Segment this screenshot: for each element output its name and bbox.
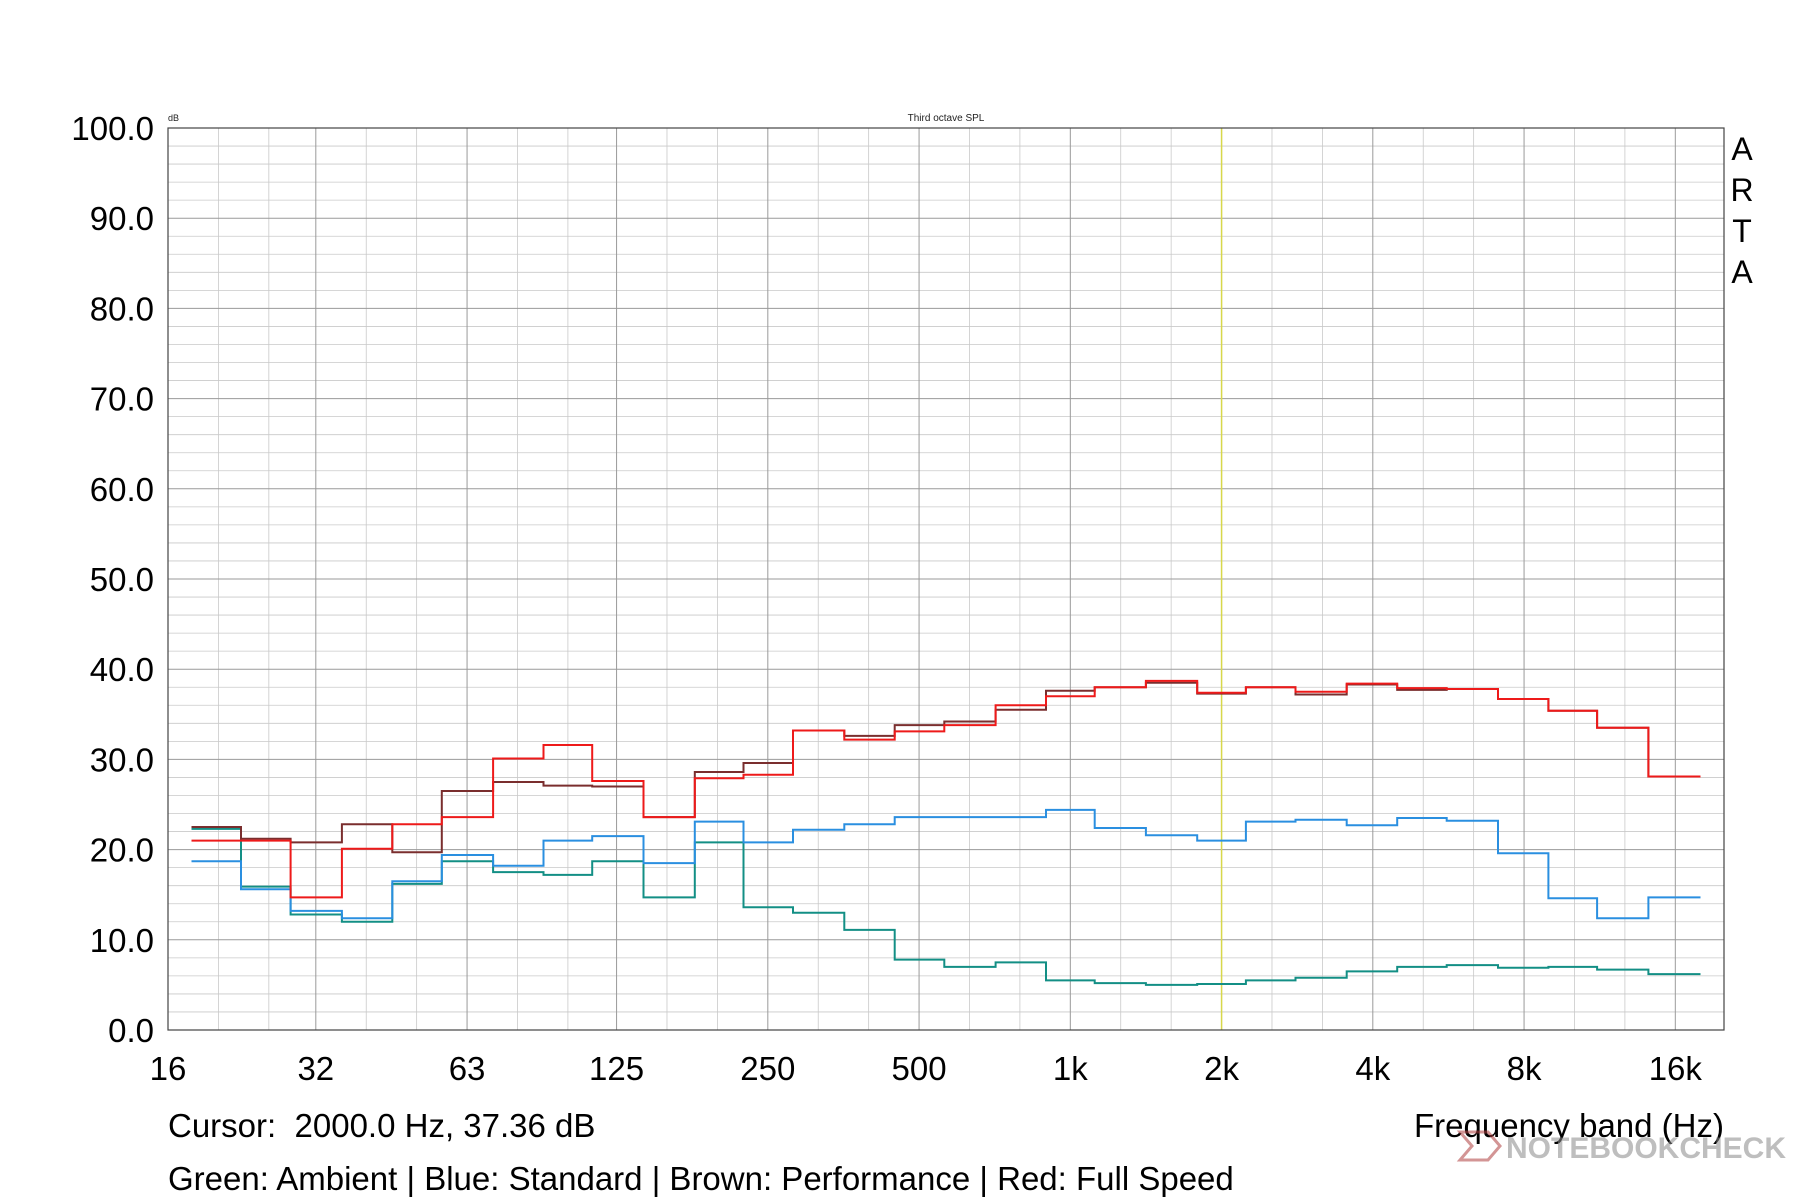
- y-tick-label: 70.0: [90, 381, 154, 418]
- cursor-readout: Cursor: 2000.0 Hz, 37.36 dB: [168, 1107, 595, 1144]
- series-line-2: [191, 681, 1701, 854]
- series-line-3: [191, 679, 1701, 899]
- x-axis-tick-labels: 16 32 63 125 250 500 1k 2k 4k 8k 16k: [150, 1050, 1703, 1087]
- x-tick-label: 250: [740, 1050, 795, 1087]
- x-tick-label: 500: [892, 1050, 947, 1087]
- y-axis-tick-labels: 0.0 10.0 20.0 30.0 40.0 50.0 60.0 70.0 80.0 90.0 1…: [71, 110, 154, 1049]
- major-gridlines: [167, 127, 1724, 1031]
- watermark-text: NOTEBOOKCHECK: [1506, 1132, 1786, 1165]
- y-tick-label: 30.0: [90, 741, 154, 778]
- y-tick-label: 20.0: [90, 832, 154, 869]
- x-tick-label: 8k: [1507, 1050, 1542, 1087]
- x-tick-label: 32: [297, 1050, 334, 1087]
- series-line-1: [191, 808, 1701, 920]
- y-tick-label: 60.0: [90, 471, 154, 508]
- series-layer: [191, 679, 1701, 986]
- y-tick-label: 50.0: [90, 561, 154, 598]
- x-tick-label: 2k: [1204, 1050, 1239, 1087]
- y-tick-label: 80.0: [90, 290, 154, 327]
- y-tick-label: 0.0: [108, 1012, 154, 1049]
- plot-frame: [167, 127, 1725, 1031]
- notebookcheck-watermark: NOTEBOOKCHECK: [1456, 1130, 1786, 1165]
- y-tick-label: 90.0: [90, 200, 154, 237]
- x-tick-label: 63: [449, 1050, 486, 1087]
- y-unit-label: dB: [168, 113, 179, 123]
- x-tick-label: 4k: [1355, 1050, 1390, 1087]
- x-tick-label: 1k: [1053, 1050, 1088, 1087]
- x-tick-label: 16: [150, 1050, 187, 1087]
- legend-text: Green: Ambient | Blue: Standard | Brown:…: [168, 1160, 1234, 1197]
- y-tick-label: 40.0: [90, 651, 154, 688]
- y-tick-label: 100.0: [71, 110, 154, 147]
- minor-gridlines: [168, 128, 1724, 1030]
- x-tick-label: 16k: [1649, 1050, 1703, 1087]
- x-tick-label: 125: [589, 1050, 644, 1087]
- notebookcheck-logo-icon: [1456, 1130, 1502, 1162]
- y-tick-label: 10.0: [90, 922, 154, 959]
- chart-title: Third octave SPL: [908, 113, 985, 124]
